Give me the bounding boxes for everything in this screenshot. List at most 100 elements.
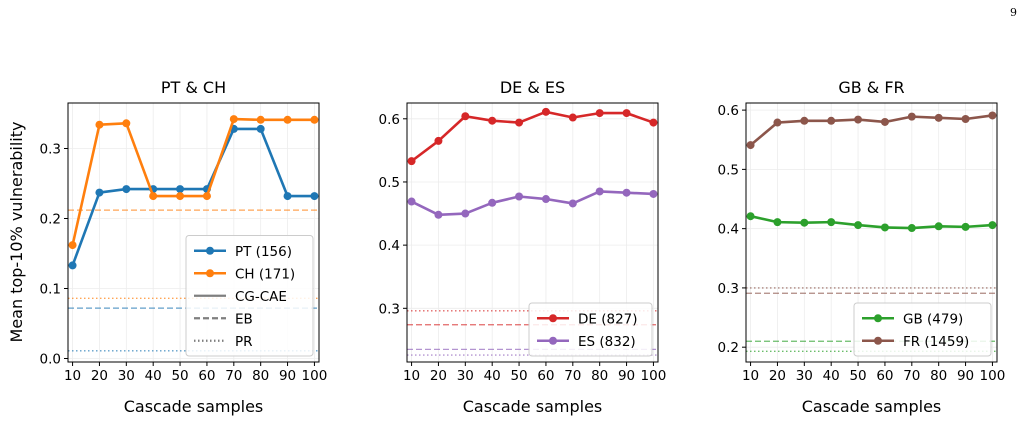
data-point [541, 107, 550, 116]
data-point [934, 113, 943, 122]
x-tick-label: 70 [564, 368, 581, 384]
x-tick-label: 100 [980, 368, 1006, 384]
data-point [488, 198, 497, 207]
y-tick-label: 0.2 [718, 340, 739, 356]
plot-frame [67, 102, 320, 363]
data-point [649, 118, 658, 127]
legend-label: CG-CAE [235, 289, 287, 305]
x-tick-label: 90 [279, 368, 296, 384]
data-point [827, 218, 836, 227]
y-tick-label: 0.5 [718, 162, 739, 178]
data-point [68, 261, 77, 270]
x-tick-label: 50 [510, 368, 527, 384]
x-tick-label: 30 [457, 368, 474, 384]
data-point [434, 210, 443, 219]
series-line-2 [71, 117, 315, 246]
data-point [800, 218, 809, 227]
data-point [434, 136, 443, 145]
page-number: 9 [1010, 6, 1017, 19]
data-point [68, 241, 77, 250]
data-point [961, 222, 970, 231]
x-tick-label: 20 [91, 368, 108, 384]
data-point [256, 115, 265, 124]
data-point [595, 187, 604, 196]
data-point [746, 212, 755, 221]
legend-label: DE (827) [578, 311, 638, 327]
data-point [934, 222, 943, 231]
legend-label: ES (832) [578, 334, 636, 350]
plot-frame [745, 102, 998, 363]
legend-label: PR [235, 334, 253, 350]
data-point [176, 192, 185, 201]
y-tick-label: 0.6 [718, 103, 739, 119]
legend-label: PT (156) [235, 244, 292, 260]
data-point [149, 192, 158, 201]
data-point [854, 115, 863, 124]
data-point [122, 119, 131, 128]
legend-marker [206, 246, 214, 255]
legend-marker [874, 314, 882, 323]
data-point [310, 115, 319, 124]
data-point [773, 218, 782, 227]
data-point [880, 223, 889, 232]
data-point [907, 112, 916, 121]
legend-label: CH (171) [235, 266, 295, 282]
y-tick-label: 0.5 [379, 175, 400, 191]
legend-marker [206, 269, 214, 278]
data-point [488, 116, 497, 125]
data-point [595, 109, 604, 118]
y-tick-label: 0.0 [40, 352, 61, 368]
x-tick-label: 100 [302, 368, 328, 384]
x-axis-label: Cascade samples [463, 397, 603, 416]
y-tick-label: 0.3 [718, 281, 739, 297]
data-point [988, 221, 997, 230]
data-point [800, 116, 809, 125]
legend-label: EB [235, 311, 253, 327]
data-point [202, 192, 211, 201]
x-tick-label: 80 [930, 368, 947, 384]
data-point [256, 124, 265, 133]
chart-panel-3: 10 20 30 40 50 60 70 80 90 100 0.2 0.3 0.4 0.5 0.6 GB &… [718, 78, 1006, 416]
x-tick-label: 30 [796, 368, 813, 384]
data-point [515, 118, 524, 127]
data-point [541, 195, 550, 204]
x-tick-label: 60 [198, 368, 215, 384]
data-point [461, 209, 470, 218]
data-point [176, 185, 185, 194]
chart-title: DE & ES [500, 78, 565, 97]
data-point [95, 188, 104, 197]
data-point [568, 199, 577, 208]
data-point [854, 221, 863, 230]
data-point [283, 192, 292, 201]
chart-title: PT & CH [161, 78, 226, 97]
plot-frame [406, 102, 659, 363]
legend-box [853, 302, 992, 357]
x-tick-label: 90 [957, 368, 974, 384]
series-line-2 [749, 114, 993, 147]
data-point [229, 115, 238, 124]
x-tick-label: 10 [403, 368, 420, 384]
x-tick-label: 40 [145, 368, 162, 384]
x-tick-label: 50 [171, 368, 188, 384]
x-tick-label: 80 [591, 368, 608, 384]
legend-box [185, 235, 314, 357]
series-line-1 [410, 110, 654, 163]
data-point [515, 192, 524, 201]
data-point [95, 120, 104, 129]
legend-label: GB (479) [903, 311, 963, 327]
x-tick-label: 60 [876, 368, 893, 384]
y-tick-label: 0.6 [379, 112, 400, 128]
series-line-1 [71, 127, 315, 266]
data-point [310, 192, 319, 201]
y-tick-label: 0.4 [718, 222, 739, 238]
x-tick-label: 10 [742, 368, 759, 384]
data-point [461, 112, 470, 121]
data-point [961, 115, 970, 124]
legend-label: FR (1459) [903, 334, 969, 350]
x-axis-label: Cascade samples [802, 397, 942, 416]
y-tick-label: 0.3 [379, 301, 400, 317]
x-tick-label: 40 [823, 368, 840, 384]
x-tick-label: 10 [64, 368, 81, 384]
chart-panel-2: 10 20 30 40 50 60 70 80 90 100 0.3 0.4 0.5 0.6 DE & ES… [379, 78, 667, 416]
